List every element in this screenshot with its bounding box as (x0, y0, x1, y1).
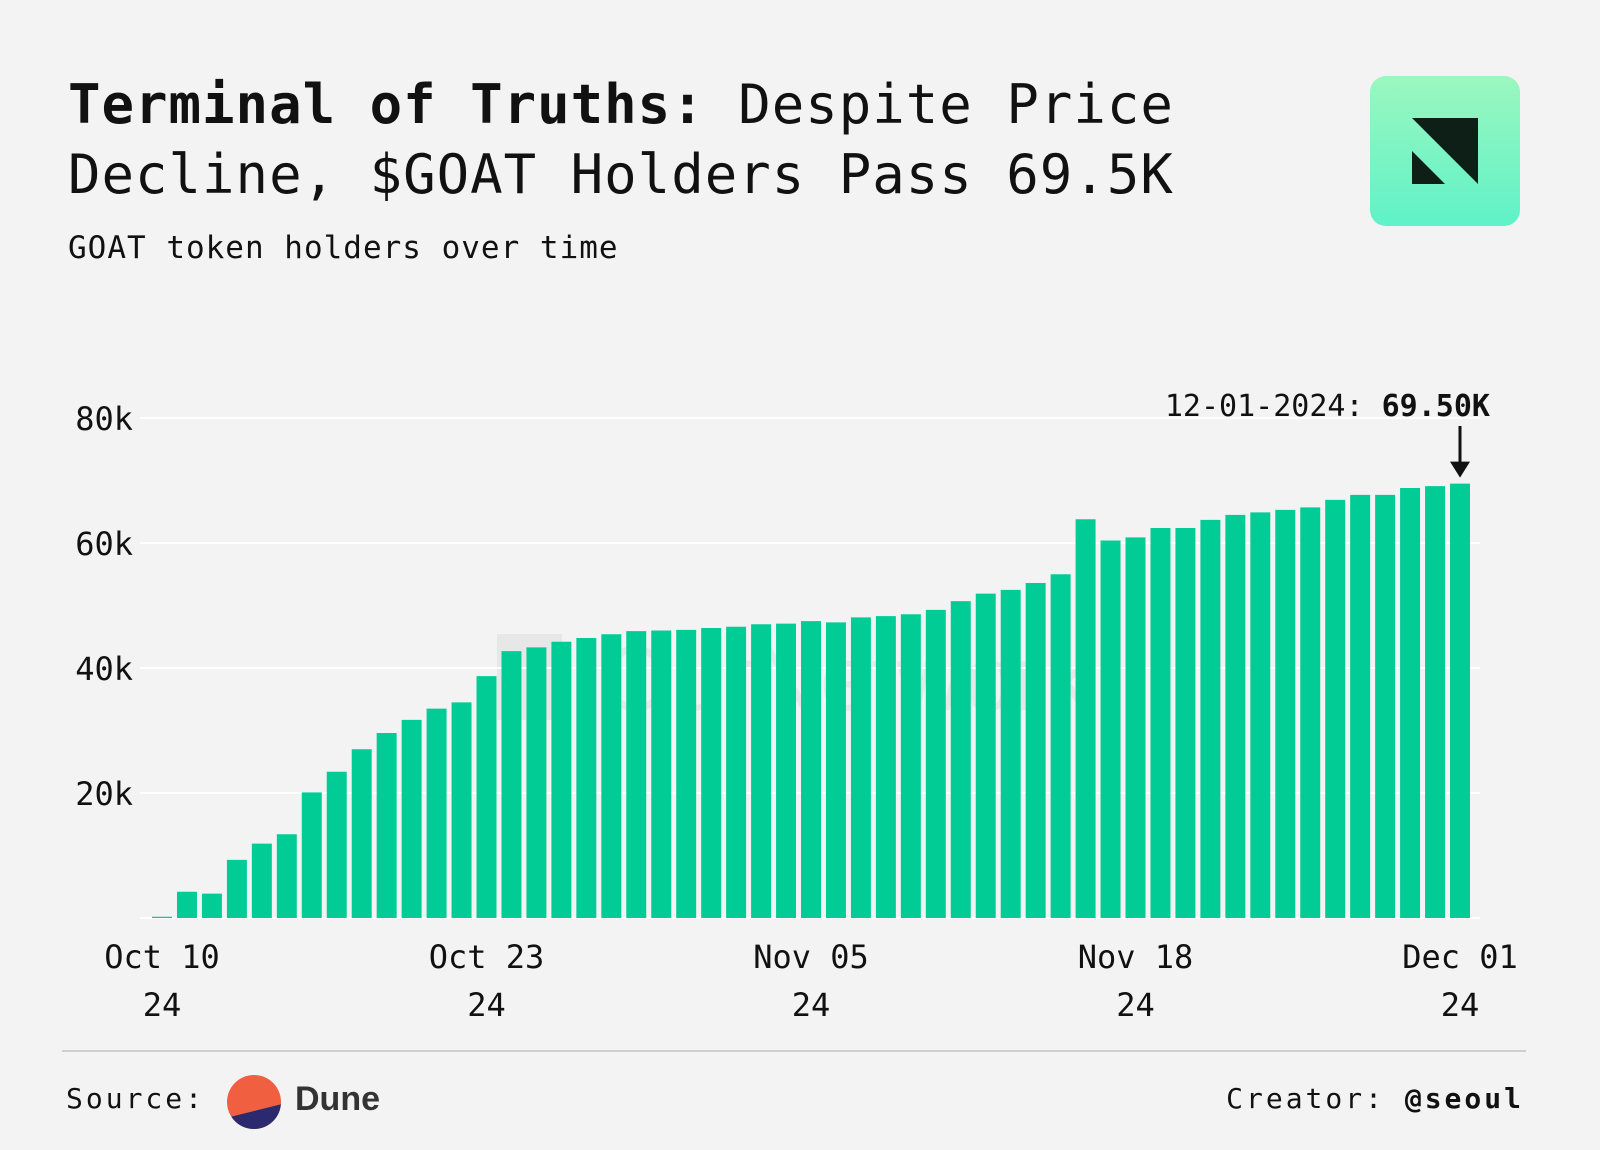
footer-divider (62, 1050, 1526, 1052)
bar[interactable] (626, 631, 647, 919)
bar[interactable] (1150, 528, 1171, 918)
bar[interactable] (176, 891, 197, 918)
bar[interactable] (226, 859, 247, 919)
bar[interactable] (451, 702, 472, 919)
bar[interactable] (1050, 574, 1071, 918)
x-tick-year-label: 24 (1116, 986, 1155, 1024)
bar[interactable] (426, 708, 447, 919)
y-tick-label: 40k (75, 650, 133, 688)
bar[interactable] (251, 843, 272, 919)
bar[interactable] (601, 634, 622, 918)
bar[interactable] (1025, 583, 1046, 918)
x-tick-label: Dec 01 (1402, 938, 1518, 976)
bar[interactable] (1125, 537, 1146, 919)
bar[interactable] (401, 719, 422, 919)
source-name[interactable]: Dune (295, 1080, 380, 1118)
bar[interactable] (950, 601, 971, 919)
bar[interactable] (1100, 540, 1121, 919)
bar[interactable] (201, 893, 222, 919)
bar[interactable] (1000, 589, 1021, 919)
creator-label: Creator: (1226, 1082, 1385, 1115)
bar[interactable] (701, 628, 722, 918)
annotation-date: 12-01-2024: (1165, 389, 1382, 424)
bar[interactable] (726, 626, 747, 918)
bar[interactable] (801, 621, 821, 919)
x-tick-year-label: 24 (143, 986, 182, 1024)
bar[interactable] (526, 647, 547, 919)
bar[interactable] (1375, 494, 1396, 919)
x-tick-label: Oct 10 (104, 938, 220, 976)
x-tick-label: Nov 18 (1078, 938, 1194, 976)
bar[interactable] (1075, 519, 1096, 918)
annotation-label: 12-01-2024: 69.50K (1165, 389, 1490, 424)
bar[interactable] (301, 792, 322, 919)
ournetwork-logo-icon (1370, 76, 1520, 226)
bar[interactable] (476, 676, 497, 919)
x-tick-label: Nov 05 (753, 938, 869, 976)
x-tick-label: Oct 23 (429, 938, 545, 976)
y-tick-label: 20k (75, 775, 133, 813)
annotation-value: 69.50K (1382, 389, 1490, 424)
bar[interactable] (326, 771, 347, 918)
bar[interactable] (751, 624, 772, 918)
bar[interactable] (1325, 499, 1346, 919)
bar[interactable] (825, 622, 846, 919)
bar[interactable] (551, 641, 572, 918)
source-label: Source: (66, 1082, 206, 1115)
dune-logo-icon (227, 1075, 281, 1129)
bar[interactable] (1225, 514, 1246, 919)
creator-credit: Creator: @seoul (1226, 1082, 1524, 1115)
title-bold: Terminal of Truths: (68, 73, 705, 136)
bar[interactable] (1275, 509, 1296, 919)
bar[interactable] (900, 614, 921, 918)
bar[interactable] (276, 834, 297, 918)
bar[interactable] (376, 733, 397, 918)
bar[interactable] (676, 629, 697, 919)
bar[interactable] (651, 630, 672, 919)
bar[interactable] (152, 916, 172, 918)
bar[interactable] (1350, 494, 1371, 919)
chart-subtitle: GOAT token holders over time (68, 230, 619, 266)
y-tick-label: 60k (75, 525, 133, 563)
title-rest: Despite Price Decline, $GOAT Holders Pas… (68, 73, 1174, 206)
creator-handle[interactable]: @seoul (1404, 1082, 1524, 1115)
bar[interactable] (576, 638, 597, 918)
bar[interactable] (850, 617, 871, 919)
bar[interactable] (875, 616, 896, 919)
bar[interactable] (1450, 483, 1470, 919)
bar[interactable] (925, 609, 946, 919)
annotation-arrow-head (1450, 461, 1470, 478)
bar[interactable] (1200, 519, 1221, 919)
bar[interactable] (776, 623, 797, 919)
bar[interactable] (1400, 488, 1421, 918)
bar[interactable] (1425, 486, 1446, 919)
bar[interactable] (1250, 512, 1271, 919)
chart-title: Terminal of Truths: Despite Price Declin… (68, 70, 1298, 210)
x-tick-year-label: 24 (1441, 986, 1480, 1024)
x-tick-year-label: 24 (792, 986, 831, 1024)
x-tick-year-label: 24 (467, 986, 506, 1024)
bar[interactable] (1300, 507, 1321, 919)
bar[interactable] (501, 651, 522, 919)
bar[interactable] (1175, 528, 1196, 918)
y-tick-label: 80k (75, 400, 133, 438)
bar[interactable] (351, 749, 372, 918)
bar[interactable] (975, 593, 996, 919)
